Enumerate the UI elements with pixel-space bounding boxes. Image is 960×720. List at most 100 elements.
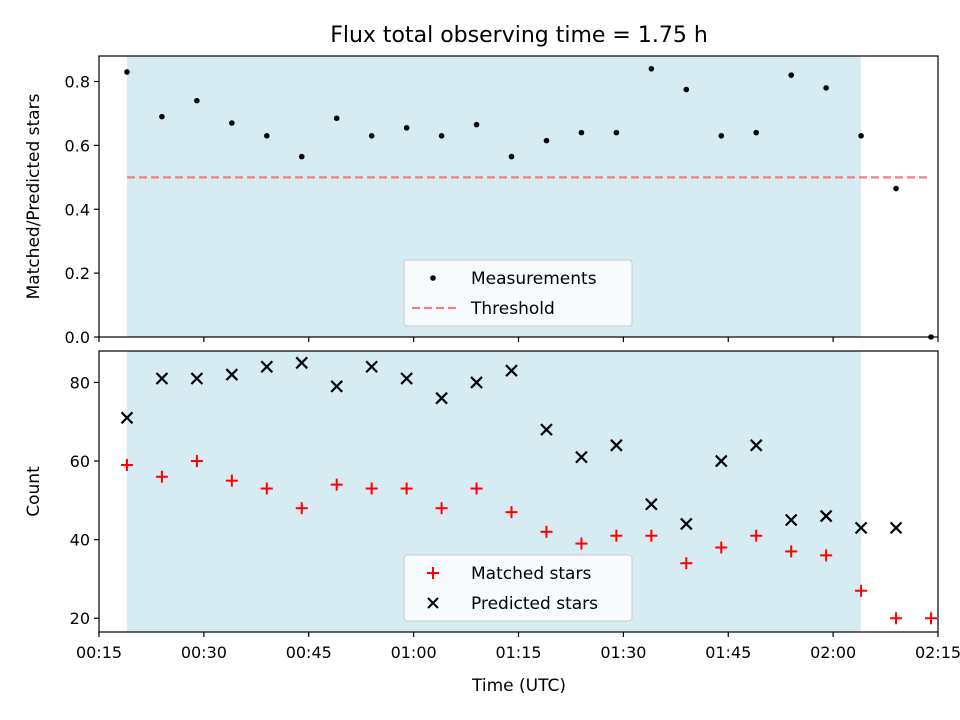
predicted-point	[854, 521, 868, 535]
matched-point	[295, 502, 308, 515]
measurement-point	[893, 185, 899, 192]
measurement-point	[124, 69, 130, 75]
matched-point	[820, 549, 833, 562]
matched-point	[505, 506, 518, 519]
bottom-legend: Matched stars Predicted stars	[403, 554, 633, 622]
x-tick-label: 00:45	[286, 643, 332, 662]
x-tick-label: 00:15	[76, 643, 122, 662]
count-points	[120, 356, 938, 625]
top-panel: 0.00.20.40.60.8 Matched/Predicted stars …	[24, 55, 939, 347]
legend-threshold-label: Threshold	[470, 299, 555, 319]
predicted-point	[575, 450, 588, 464]
predicted-point	[295, 356, 309, 370]
measurement-point	[298, 153, 305, 160]
matched-point	[785, 545, 798, 558]
predicted-point	[470, 376, 483, 389]
y-tick-label: 80	[70, 373, 90, 392]
measurement-point	[648, 65, 655, 72]
measurement-point	[788, 72, 794, 78]
measurement-point	[159, 113, 165, 120]
measurement-point	[368, 133, 375, 139]
matched-point	[715, 541, 728, 554]
matched-point	[610, 529, 623, 542]
matched-point	[680, 557, 693, 570]
predicted-point	[540, 423, 553, 436]
y-tick-label: 0.2	[65, 264, 90, 283]
predicted-point	[330, 380, 343, 393]
measurement-point	[508, 153, 515, 160]
measurement-point	[683, 86, 690, 93]
matched-point	[855, 584, 868, 597]
predicted-point	[365, 360, 378, 373]
predicted-point	[889, 521, 903, 535]
measurement-point	[229, 120, 235, 126]
predicted-point	[400, 372, 413, 385]
measurement-point	[473, 121, 480, 128]
y-tick-label: 40	[70, 531, 90, 550]
predicted-point	[680, 517, 693, 531]
bottom-x-ticks: 00:15 00:30 00:45 01:00 01:15 01:30 01:45 02:00…	[76, 632, 960, 662]
measurement-point	[194, 97, 200, 104]
measurement-point	[858, 133, 864, 139]
predicted-point	[435, 391, 448, 405]
predicted-point	[190, 372, 204, 385]
top-y-ticks: 0.0 0.2 0.4 0.6 0.8	[65, 73, 99, 347]
measurement-point	[613, 129, 620, 136]
predicted-point	[784, 513, 798, 527]
x-tick-label: 01:15	[495, 643, 541, 662]
y-tick-label: 0.8	[65, 73, 90, 92]
y-tick-label: 0.0	[65, 328, 90, 347]
matched-point	[120, 458, 133, 471]
matched-point	[155, 470, 168, 483]
measurement-point	[753, 129, 760, 136]
x-axis-label: Time (UTC)	[471, 676, 566, 696]
predicted-point	[225, 368, 239, 381]
x-tick-label: 02:00	[810, 643, 856, 662]
top-x-ticks	[98, 337, 939, 342]
predicted-point	[505, 364, 518, 377]
matched-point	[365, 482, 378, 495]
predicted-point	[819, 509, 833, 523]
matched-point	[260, 482, 273, 495]
legend-predicted-label: Predicted stars	[471, 594, 598, 614]
measurement-point	[333, 115, 340, 122]
measurement-points	[124, 65, 934, 340]
top-legend-box	[403, 259, 633, 327]
predicted-point	[610, 439, 623, 452]
x-tick-label: 00:30	[181, 643, 227, 662]
predicted-point	[645, 497, 658, 511]
x-tick-label: 01:00	[391, 643, 437, 662]
predicted-point	[749, 439, 763, 452]
x-tick-label: 01:45	[705, 643, 751, 662]
measurement-point	[264, 133, 270, 139]
y-tick-label: 60	[70, 452, 90, 471]
matched-point	[750, 529, 763, 542]
figure-title: Flux total observing time = 1.75 h	[330, 23, 708, 48]
matched-point	[435, 502, 448, 515]
predicted-point	[155, 372, 169, 385]
bottom-axes-frame	[98, 350, 939, 633]
top-axes-frame	[98, 55, 939, 338]
measurement-point	[403, 125, 410, 131]
x-tick-label: 01:30	[600, 643, 646, 662]
matched-point	[225, 474, 238, 487]
legend-matched-label: Matched stars	[471, 564, 591, 584]
legend-measurements-marker	[430, 275, 436, 281]
matched-point	[645, 529, 658, 542]
matched-point	[890, 612, 903, 625]
y-tick-label: 0.4	[65, 200, 90, 219]
legend-measurements-label: Measurements	[471, 269, 597, 289]
matched-point	[330, 478, 343, 491]
y-tick-label: 0.6	[65, 136, 90, 155]
bottom-legend-box	[403, 554, 633, 622]
top-legend: Measurements Threshold	[403, 259, 633, 327]
matched-point	[190, 455, 203, 468]
matched-point	[925, 612, 938, 625]
measurement-point	[823, 85, 829, 91]
y-tick-label: 20	[70, 609, 90, 628]
predicted-point	[120, 411, 134, 425]
predicted-point	[714, 454, 728, 468]
measurement-point	[438, 133, 445, 139]
